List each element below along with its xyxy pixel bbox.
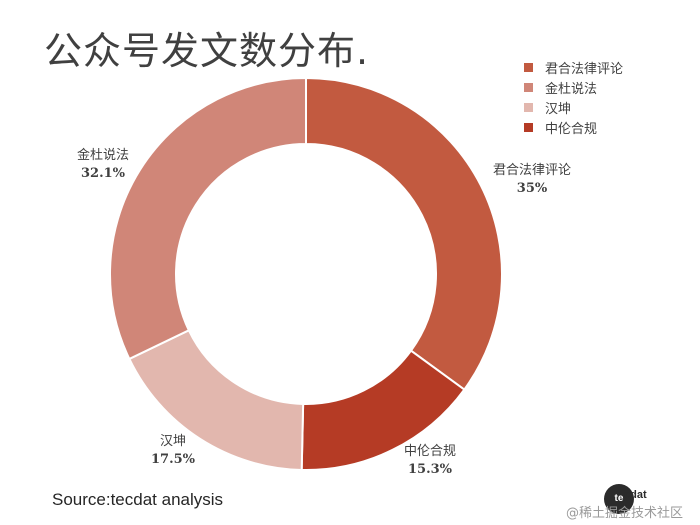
tecdat-logo: te xyxy=(604,484,634,514)
legend-label: 君合法律评论 xyxy=(545,61,624,77)
slice-label-name: 金杜说法 xyxy=(76,148,130,163)
source-note: Source:tecdat analysis xyxy=(52,490,224,509)
donut-slices xyxy=(109,76,503,471)
slice-label-junhe: 君合法律评论 35% xyxy=(493,162,571,198)
legend-label: 中伦合规 xyxy=(545,121,598,137)
legend-item: 汉坤 xyxy=(524,97,684,117)
legend-swatch xyxy=(524,102,533,112)
slice-label-name: 中伦合规 xyxy=(403,444,457,459)
slice-label-zhonglun: 中伦合规 15.3% xyxy=(404,443,456,479)
legend-swatch xyxy=(524,62,533,72)
watermark-text: @稀土掘金技术社区 xyxy=(566,506,684,521)
donut-slice xyxy=(109,76,307,361)
legend-swatch xyxy=(524,82,533,92)
chart-legend: 君合法律评论 金杜说法 汉坤 中伦合规 xyxy=(524,57,684,137)
chart-title: 公众号发文数分布. xyxy=(44,29,370,73)
legend-item: 君合法律评论 xyxy=(524,57,684,77)
legend-item: 中伦合规 xyxy=(524,117,684,137)
legend-item: 金杜说法 xyxy=(524,77,684,97)
slice-label-name: 汉坤 xyxy=(159,434,187,449)
slice-label-value: 15.3% xyxy=(407,462,453,477)
legend-label: 金杜说法 xyxy=(545,81,598,97)
slice-label-value: 35% xyxy=(516,181,548,196)
slice-label-jindu: 金杜说法 32.1% xyxy=(77,147,129,183)
donut-slice xyxy=(305,76,503,391)
slice-label-value: 32.1% xyxy=(80,166,126,181)
slice-label-value: 17.5% xyxy=(150,452,196,467)
legend-label: 汉坤 xyxy=(545,101,572,117)
slice-label-hankun: 汉坤 17.5% xyxy=(151,433,195,469)
legend-swatch xyxy=(524,122,533,132)
slice-label-name: 君合法律评论 xyxy=(492,163,572,178)
tecdat-brand: cdat xyxy=(624,489,647,501)
